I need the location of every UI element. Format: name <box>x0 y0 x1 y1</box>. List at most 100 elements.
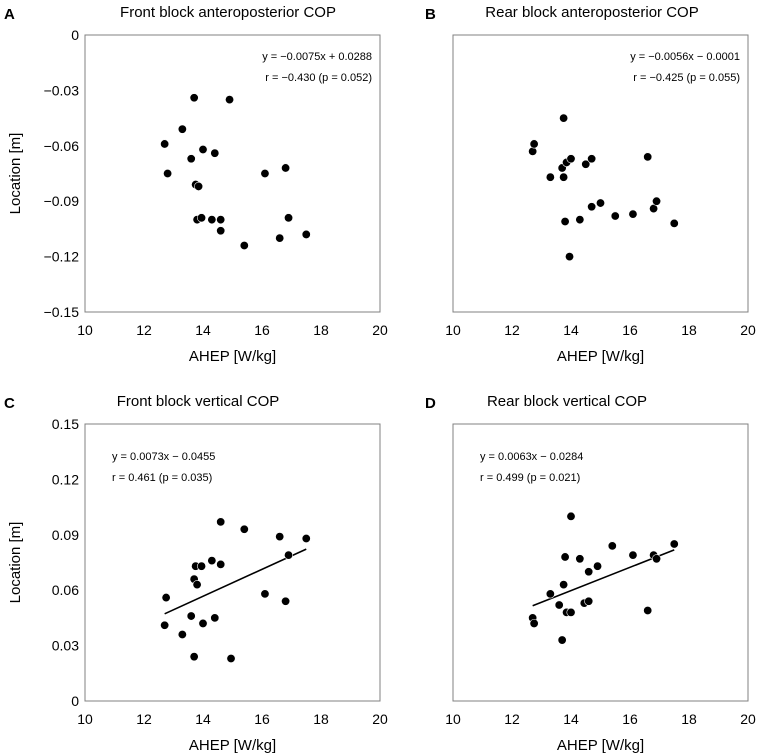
data-point <box>669 218 679 228</box>
regression-stats-b: r = −0.425 (p = 0.055) <box>633 72 740 84</box>
y-tick-label: 0.15 <box>52 416 79 432</box>
data-point <box>197 213 207 223</box>
data-point <box>587 202 597 212</box>
y-tick-label: −0.03 <box>44 82 80 98</box>
x-tick-label: 18 <box>681 711 697 727</box>
y-tick-label: −0.09 <box>44 193 80 209</box>
plot-frame-b <box>452 34 749 313</box>
data-point <box>260 169 270 179</box>
data-point <box>610 211 620 221</box>
y-tick-label: 0.12 <box>52 471 79 487</box>
x-axis-title-a: AHEP [W/kg] <box>189 348 276 365</box>
data-point <box>566 607 576 617</box>
data-point <box>216 517 226 527</box>
x-tick-label: 16 <box>622 711 638 727</box>
y-axis-title-c: Location [m] <box>7 522 24 604</box>
data-point <box>587 154 597 164</box>
regression-equation-c: y = 0.0073x − 0.0455 <box>112 451 215 463</box>
data-point <box>275 532 285 542</box>
data-point <box>566 511 576 521</box>
data-point <box>189 652 199 662</box>
data-point <box>197 561 207 571</box>
data-point <box>225 95 235 105</box>
data-point <box>275 233 285 243</box>
chart-panel-a: A Front block anteroposterior COP 0 −0.03 −0… <box>4 4 388 365</box>
data-point <box>628 209 638 219</box>
data-point <box>643 152 653 162</box>
data-point <box>560 552 570 562</box>
data-point <box>669 539 679 549</box>
data-point <box>284 213 294 223</box>
x-tick-label: 14 <box>195 322 211 338</box>
data-point <box>545 172 555 182</box>
x-axis-title-b: AHEP [W/kg] <box>557 348 644 365</box>
data-point <box>595 198 605 208</box>
regression-stats-c: r = 0.461 (p = 0.035) <box>112 472 212 484</box>
x-axis-title-d: AHEP [W/kg] <box>557 737 644 754</box>
data-point <box>554 600 564 610</box>
data-point <box>281 596 291 606</box>
plot-frame-d <box>452 423 749 702</box>
data-point <box>593 561 603 571</box>
x-tick-label: 10 <box>77 711 93 727</box>
regression-equation-a: y = −0.0075x + 0.0288 <box>262 51 372 63</box>
y-tick-label: 0 <box>71 27 79 43</box>
chart-title-b: Rear block anteroposterior COP <box>485 4 698 21</box>
x-tick-label: 18 <box>313 711 329 727</box>
y-tick-label: −0.15 <box>44 304 80 320</box>
x-tick-label: 20 <box>740 711 756 727</box>
x-tick-label: 14 <box>195 711 211 727</box>
data-point <box>584 567 594 577</box>
data-point <box>177 630 187 640</box>
chart-title-a: Front block anteroposterior COP <box>120 4 336 21</box>
data-point <box>163 169 173 179</box>
x-tick-label: 12 <box>136 711 152 727</box>
chart-panel-c: C Front block vertical COP 0 0.03 0.06 0.09 0.… <box>4 393 388 754</box>
data-point <box>198 144 208 154</box>
plot-frame-a <box>84 34 381 313</box>
data-point <box>160 620 170 630</box>
data-point <box>194 181 204 191</box>
data-point <box>161 593 171 603</box>
x-tick-label: 20 <box>372 322 388 338</box>
regression-equation-b: y = −0.0056x − 0.0001 <box>630 51 740 63</box>
data-point <box>216 559 226 569</box>
data-point <box>565 252 575 262</box>
y-tick-label: 0.06 <box>52 582 79 598</box>
data-point <box>628 550 638 560</box>
data-point <box>652 554 662 564</box>
data-point <box>559 113 569 123</box>
data-point <box>239 524 249 534</box>
y-tick-label: 0.03 <box>52 638 79 654</box>
data-point <box>557 635 567 645</box>
x-tick-label: 10 <box>445 322 461 338</box>
data-point <box>281 163 291 173</box>
data-point <box>226 654 236 664</box>
data-point <box>607 541 617 551</box>
data-point <box>186 154 196 164</box>
data-point <box>545 589 555 599</box>
data-point <box>584 596 594 606</box>
x-tick-label: 10 <box>445 711 461 727</box>
x-tick-label: 16 <box>254 711 270 727</box>
data-point <box>186 611 196 621</box>
data-point <box>207 215 217 225</box>
x-tick-label: 16 <box>622 322 638 338</box>
trendline-d <box>532 549 675 607</box>
x-tick-label: 16 <box>254 322 270 338</box>
plot-frame-c <box>84 423 381 702</box>
y-tick-label: −0.06 <box>44 138 80 154</box>
panel-letter-c: C <box>4 395 15 412</box>
data-point <box>560 217 570 227</box>
data-point <box>198 618 208 628</box>
data-point <box>529 618 539 628</box>
x-tick-label: 14 <box>563 711 579 727</box>
x-tick-label: 18 <box>681 322 697 338</box>
panel-letter-d: D <box>425 395 436 412</box>
x-tick-label: 12 <box>504 711 520 727</box>
data-point <box>216 226 226 236</box>
data-point <box>210 148 220 158</box>
regression-equation-d: y = 0.0063x − 0.0284 <box>480 451 583 463</box>
data-point <box>189 93 199 103</box>
